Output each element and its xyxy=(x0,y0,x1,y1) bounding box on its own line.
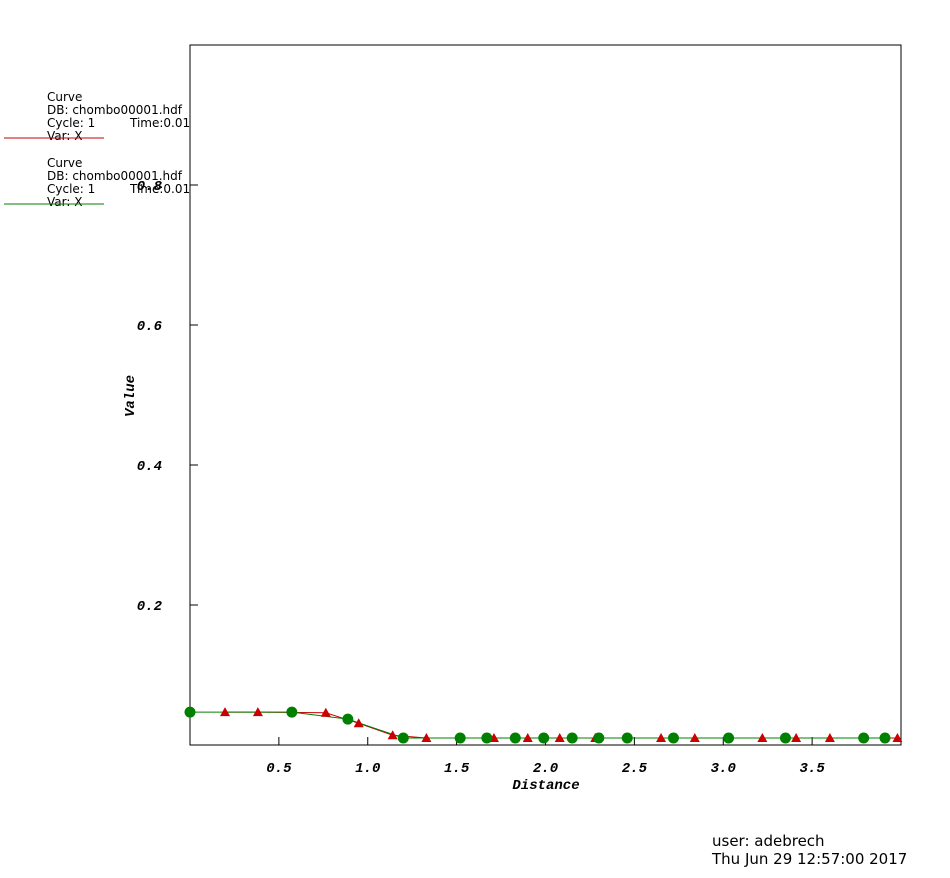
y-tick-label: 0.8 xyxy=(137,179,163,195)
point xyxy=(252,707,263,717)
date-label: Thu Jun 29 12:57:00 2017 xyxy=(711,850,907,868)
x-tick-label: 1.0 xyxy=(355,761,380,777)
legend-db: DB: chombo00001.hdf xyxy=(47,169,183,183)
x-tick-label: 0.5 xyxy=(266,761,292,777)
x-tick-label: 1.5 xyxy=(444,761,470,777)
point xyxy=(220,707,231,717)
point xyxy=(689,733,700,742)
point xyxy=(320,707,331,717)
legend-var: Var: X xyxy=(47,195,82,209)
point xyxy=(667,732,679,744)
point xyxy=(757,733,768,742)
point xyxy=(554,733,565,742)
point xyxy=(566,732,578,744)
user-label: user: adebrech xyxy=(712,832,825,850)
legend-time: Time:0.01 xyxy=(129,116,190,130)
point xyxy=(879,732,891,744)
y-tick-label: 0.6 xyxy=(137,319,163,335)
y-axis-label: Value xyxy=(123,375,139,417)
y-tick-label: 0.4 xyxy=(137,459,162,475)
point xyxy=(387,730,398,740)
point xyxy=(342,713,354,725)
legend-db: DB: chombo00001.hdf xyxy=(47,103,183,117)
point xyxy=(779,732,791,744)
legend-title: Curve xyxy=(47,156,82,170)
x-tick-label: 2.5 xyxy=(622,761,648,777)
legend-cycle: Cycle: 1 xyxy=(47,182,95,196)
point xyxy=(656,733,667,742)
point xyxy=(454,732,466,744)
point xyxy=(481,732,493,744)
x-tick-label: 3.0 xyxy=(711,761,736,777)
point xyxy=(509,732,521,744)
point xyxy=(538,732,550,744)
point xyxy=(522,733,533,742)
point xyxy=(858,732,870,744)
point xyxy=(824,733,835,742)
y-tick-label: 0.2 xyxy=(137,599,163,615)
point xyxy=(397,732,409,744)
legend-title: Curve xyxy=(47,90,82,104)
legend-cycle: Cycle: 1 xyxy=(47,116,95,130)
x-tick-label: 3.5 xyxy=(800,761,826,777)
point xyxy=(621,732,633,744)
point xyxy=(723,732,735,744)
legend-time: Time:0.01 xyxy=(129,182,190,196)
x-axis-label: Distance xyxy=(512,778,579,794)
point xyxy=(421,733,432,742)
x-tick-label: 2.0 xyxy=(533,761,558,777)
point xyxy=(286,706,298,718)
point xyxy=(184,706,196,718)
point xyxy=(593,732,605,744)
plot-frame xyxy=(189,44,902,746)
legend-var: Var: X xyxy=(47,129,82,143)
point xyxy=(892,733,903,742)
point xyxy=(353,718,364,728)
point xyxy=(791,733,802,742)
